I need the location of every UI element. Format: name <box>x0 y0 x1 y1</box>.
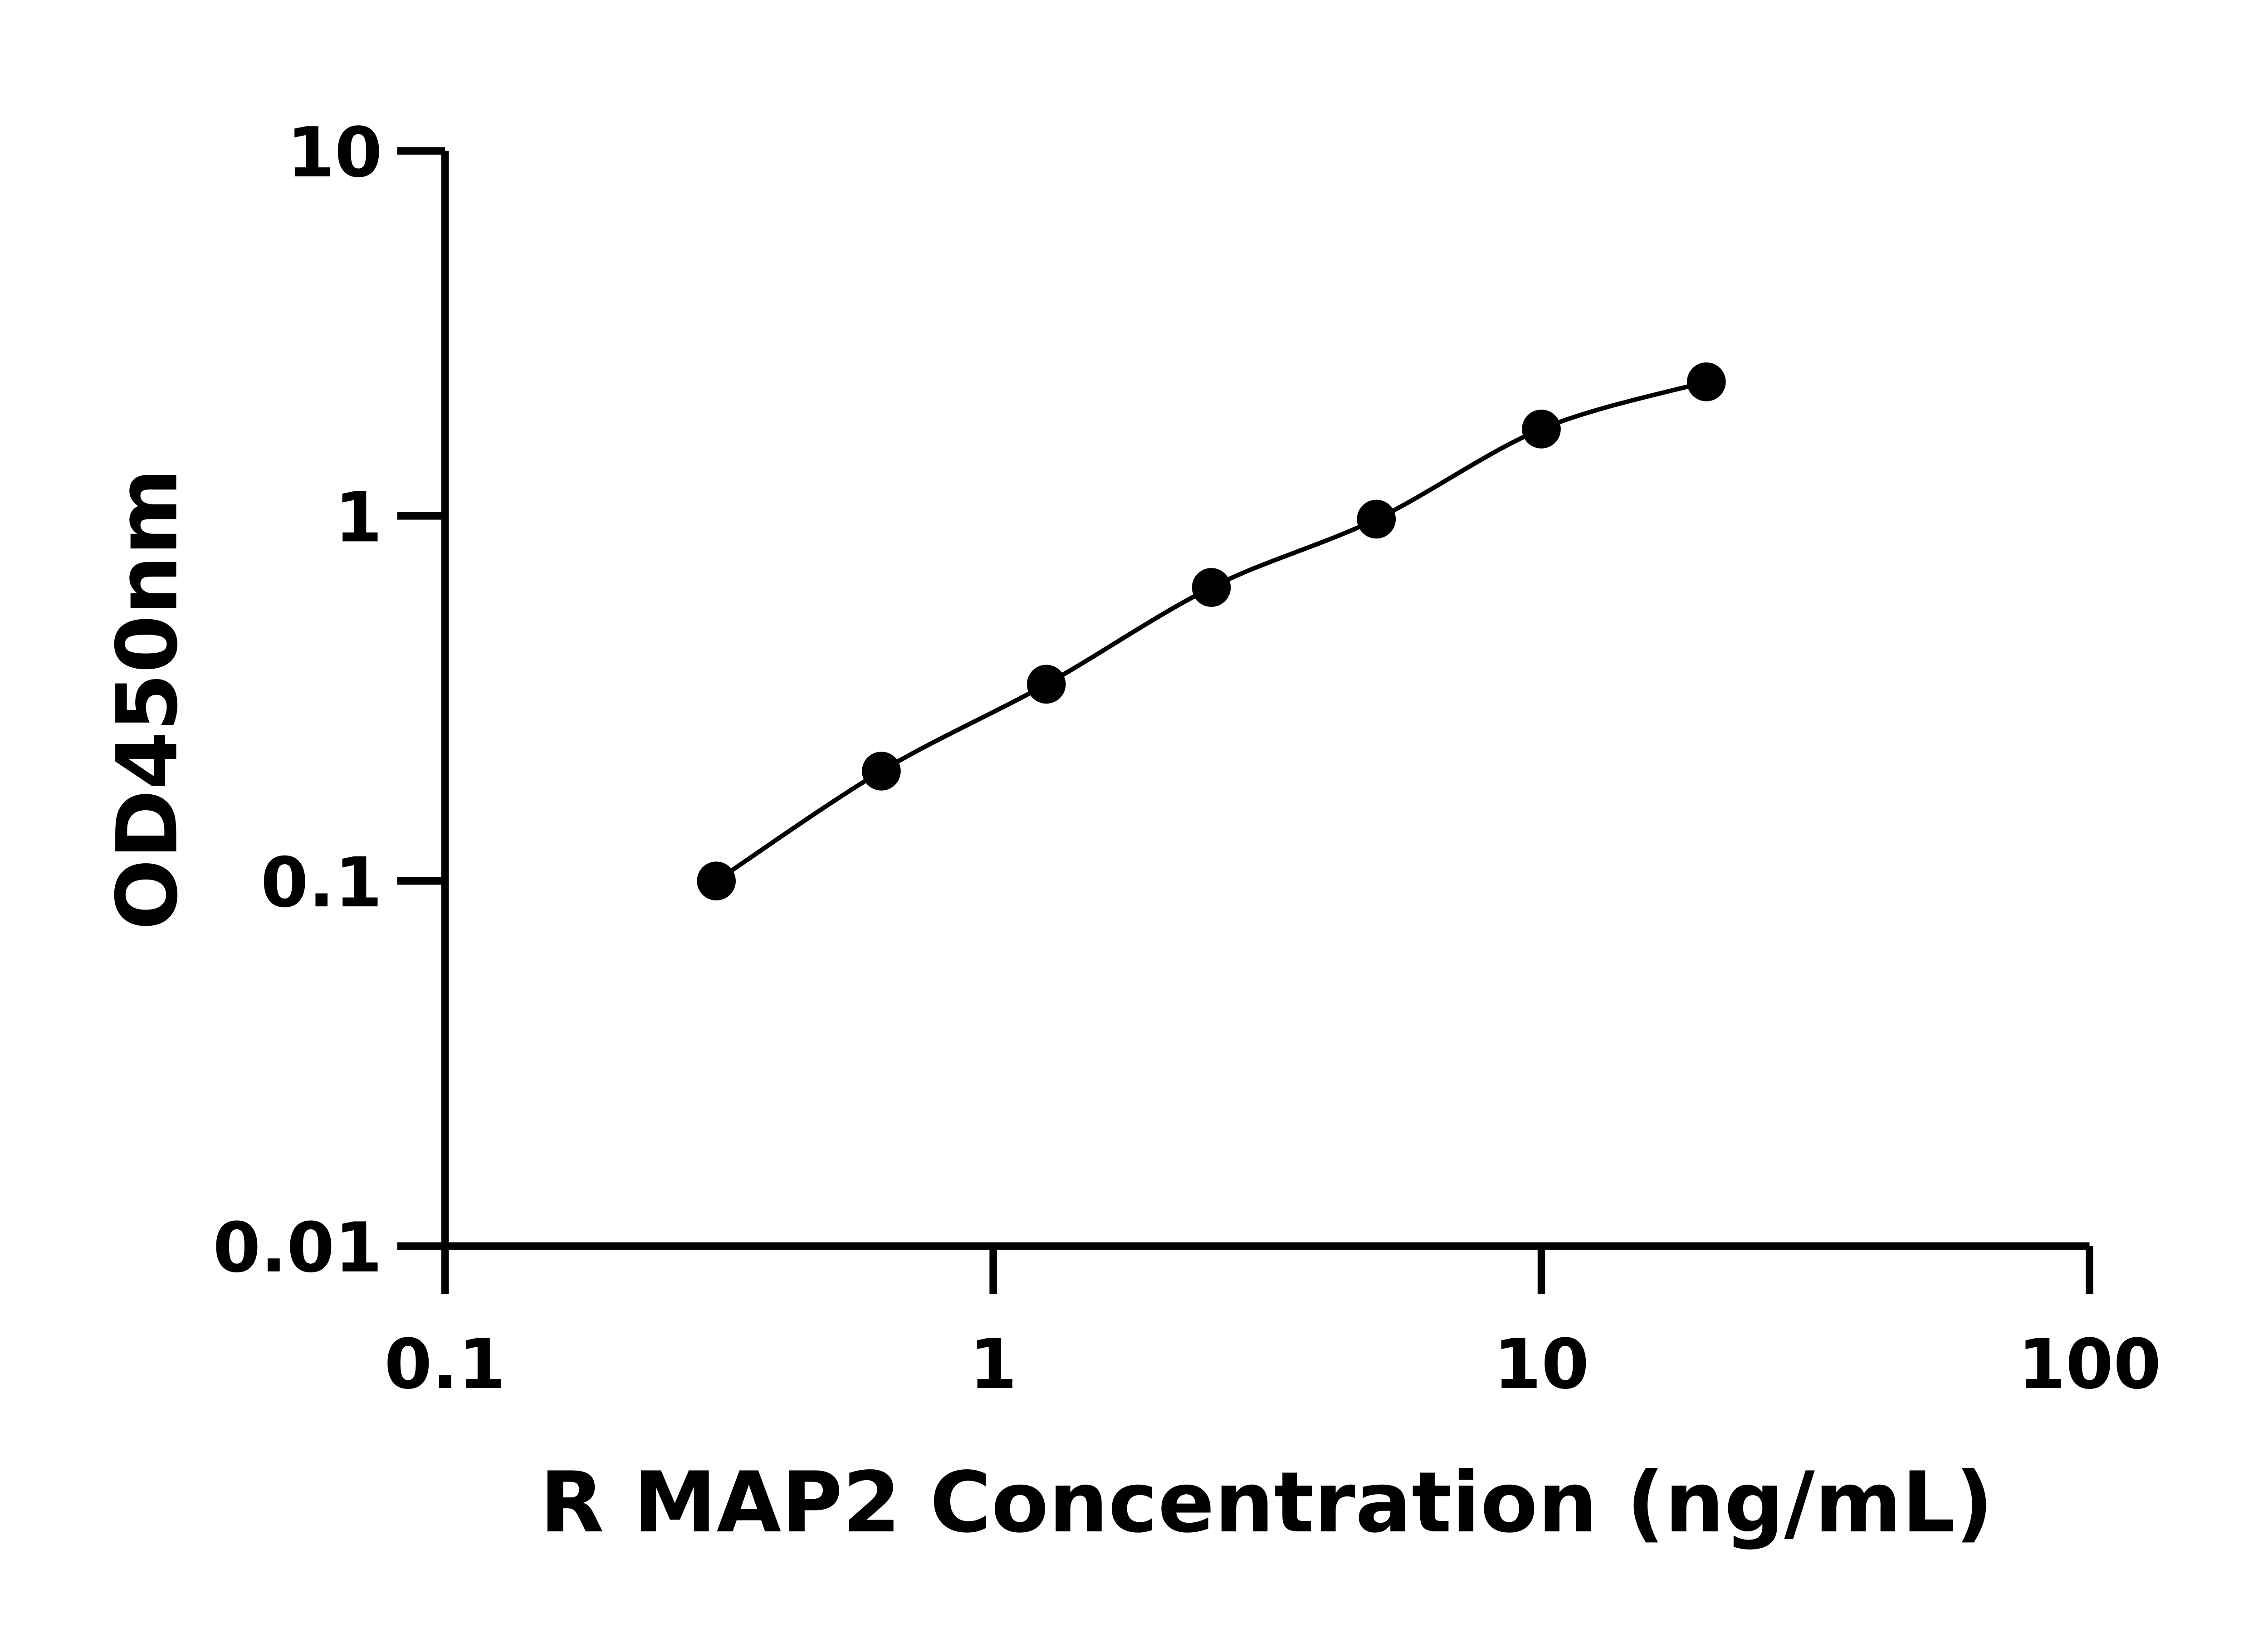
y-tick-label: 0.1 <box>261 842 382 923</box>
data-point <box>1357 499 1396 539</box>
x-tick-label: 100 <box>2018 1324 2161 1404</box>
data-point <box>1522 410 1561 449</box>
x-tick-label: 1 <box>969 1324 1017 1404</box>
data-point <box>1026 665 1066 704</box>
x-tick-label: 0.1 <box>384 1324 506 1404</box>
x-tick-label: 10 <box>1494 1324 1589 1404</box>
x-axis-label: R MAP2 Concentration (ng/mL) <box>540 1454 1993 1551</box>
data-point <box>862 752 901 791</box>
data-point <box>1687 362 1726 401</box>
fit-curve <box>715 380 1707 883</box>
data-point <box>697 861 736 900</box>
data-points <box>697 362 1726 900</box>
y-axis-label: OD450nm <box>99 468 196 930</box>
data-point <box>1192 568 1231 607</box>
y-tick-label: 0.01 <box>213 1208 382 1288</box>
y-tick-label: 1 <box>335 477 382 557</box>
y-tick-label: 10 <box>287 112 382 193</box>
